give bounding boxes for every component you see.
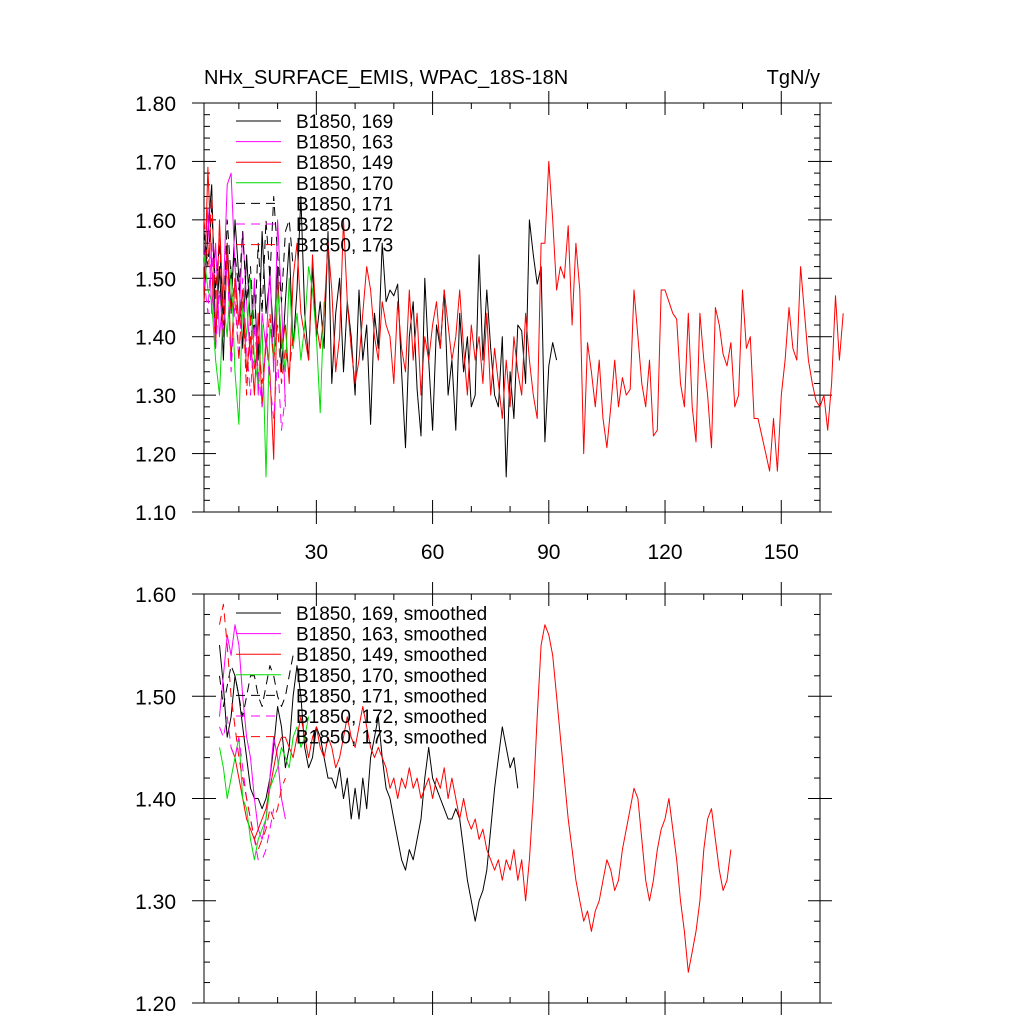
plot-frame xyxy=(203,102,821,513)
bottom-series-lines xyxy=(219,603,732,973)
top-panel: NHx_SURFACE_EMIS, WPAC_18S-18N TgN/y 1.1… xyxy=(135,67,844,564)
y-tick-label: 1.30 xyxy=(135,891,176,914)
series-line xyxy=(230,624,732,973)
legend-label: B1850, 172 xyxy=(296,215,393,236)
bottom-panel: 1.20 1.30 1.40 1.50 1.60 B1850, 169, smoothe… xyxy=(135,582,832,1016)
legend-label: B1850, 171, smoothed xyxy=(296,686,487,707)
series-line xyxy=(219,655,294,718)
legend-label: B1850, 149 xyxy=(296,153,393,174)
y-tick-label: 1.20 xyxy=(135,444,176,467)
bottom-axes: 1.20 1.30 1.40 1.50 1.60 xyxy=(135,582,832,1016)
series-line xyxy=(203,196,294,396)
y-tick-label: 1.40 xyxy=(135,327,176,350)
legend-label: B1850, 169 xyxy=(296,112,393,133)
series-line xyxy=(203,242,286,431)
chart-units: TgN/y xyxy=(767,67,820,89)
y-tick-label: 1.40 xyxy=(135,789,176,812)
series-line xyxy=(203,184,558,478)
y-tick-label: 1.80 xyxy=(135,93,176,116)
legend-label: B1850, 163 xyxy=(296,133,393,154)
y-tick-label: 1.60 xyxy=(135,584,176,607)
legend-label: B1850, 173 xyxy=(296,236,393,257)
legend-label: B1850, 149, smoothed xyxy=(296,645,487,666)
x-tick-label: 150 xyxy=(764,541,799,564)
legend-label: B1850, 173, smoothed xyxy=(296,728,487,749)
series-line xyxy=(203,160,844,472)
y-tick-label: 1.50 xyxy=(135,686,176,709)
chart-title: NHx_SURFACE_EMIS, WPAC_18S-18N xyxy=(204,67,568,89)
legend-label: B1850, 170, smoothed xyxy=(296,666,487,687)
y-tick-label: 1.50 xyxy=(135,268,176,291)
x-tick-label: 120 xyxy=(648,541,683,564)
x-tick-label: 60 xyxy=(421,541,444,564)
legend-label: B1850, 171 xyxy=(296,194,393,215)
legend-label: B1850, 170 xyxy=(296,174,393,195)
legend-label: B1850, 163, smoothed xyxy=(296,625,487,646)
top-axes: 1.10 1.20 1.30 1.40 1.50 1.60 1.70 1.80 30 60 90 12… xyxy=(135,91,832,564)
series-line xyxy=(219,624,286,840)
series-line xyxy=(219,716,310,861)
y-tick-label: 1.70 xyxy=(135,151,176,174)
y-tick-label: 1.30 xyxy=(135,385,176,408)
y-tick-label: 1.20 xyxy=(135,993,176,1016)
x-tick-label: 90 xyxy=(537,541,560,564)
legend-label: B1850, 169, smoothed xyxy=(296,604,487,625)
y-tick-label: 1.10 xyxy=(135,502,176,525)
top-series-lines xyxy=(203,160,844,478)
legend-label: B1850, 172, smoothed xyxy=(296,707,487,728)
y-tick-label: 1.60 xyxy=(135,210,176,233)
series-line xyxy=(219,603,286,851)
x-tick-label: 30 xyxy=(305,541,328,564)
